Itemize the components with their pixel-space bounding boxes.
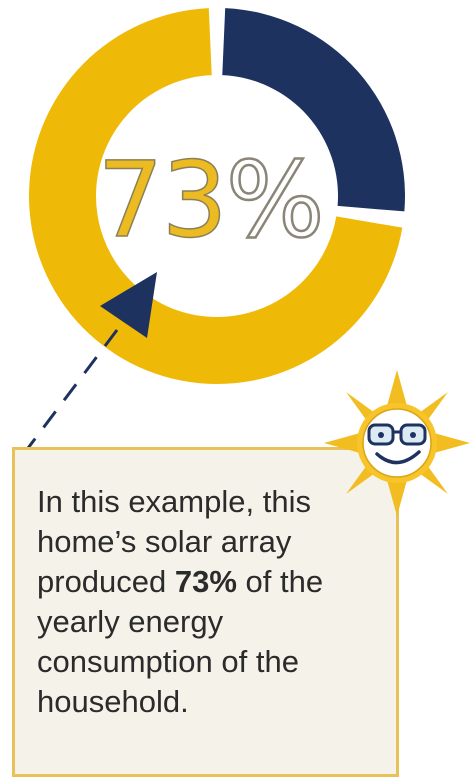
donut-slices [29,8,405,385]
callout-text-before: In this example, this home’s solar array… [37,484,311,599]
arrowhead-icon [100,272,157,338]
donut-chart [29,8,405,385]
sun-with-glasses-icon [324,370,470,516]
center-value: 73 [97,139,229,261]
callout-text-after: of the yearly energy consumption of the … [37,564,324,719]
callout-highlight: 73% [174,564,237,599]
callout-text: In this example, this home’s solar array… [37,482,382,722]
connector-line [11,329,119,469]
donut-slice-other [222,8,405,212]
center-percentage: 73% [60,139,360,262]
donut-slice-solar [29,8,403,385]
center-unit: % [225,139,326,262]
